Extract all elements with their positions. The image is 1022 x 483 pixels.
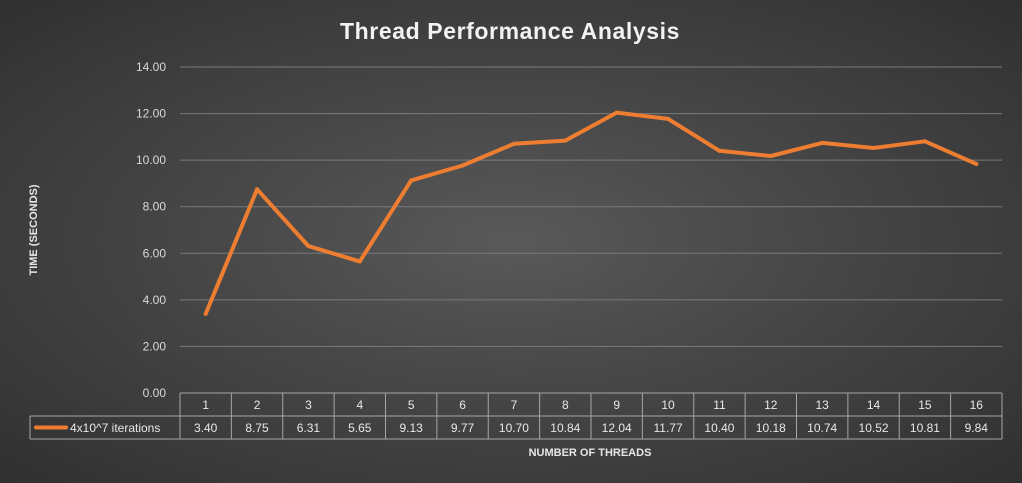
gridlines bbox=[180, 66, 1002, 347]
data-label: 10.18 bbox=[756, 421, 786, 435]
series-lines bbox=[203, 110, 979, 316]
x-category-label: 6 bbox=[459, 398, 466, 412]
data-point bbox=[409, 178, 414, 183]
data-point bbox=[820, 140, 825, 145]
data-label: 10.81 bbox=[910, 421, 940, 435]
data-label: 10.70 bbox=[499, 421, 529, 435]
data-point bbox=[614, 110, 619, 115]
y-axis-title: TIME (SECONDS) bbox=[28, 184, 40, 275]
x-category-label: 8 bbox=[562, 398, 569, 412]
y-tick-label: 8.00 bbox=[143, 200, 167, 214]
data-label: 11.77 bbox=[653, 421, 682, 435]
x-category-label: 3 bbox=[305, 398, 312, 412]
chart-title: Thread Performance Analysis bbox=[340, 18, 680, 44]
data-point bbox=[922, 139, 927, 144]
x-category-label: 14 bbox=[867, 398, 881, 412]
y-tick-label: 2.00 bbox=[143, 339, 167, 353]
y-tick-label: 14.00 bbox=[136, 60, 166, 74]
series-line bbox=[203, 110, 979, 316]
data-point bbox=[768, 153, 773, 158]
y-tick-label: 6.00 bbox=[143, 246, 167, 260]
y-tick-label: 12.00 bbox=[136, 107, 166, 121]
x-category-label: 11 bbox=[713, 398, 726, 412]
data-point bbox=[511, 141, 516, 146]
legend-series-name: 4x10^7 iterations bbox=[70, 421, 160, 435]
data-label: 10.84 bbox=[550, 421, 580, 435]
data-label: 10.52 bbox=[859, 421, 889, 435]
data-label: 9.77 bbox=[451, 421, 475, 435]
y-tick-label: 10.00 bbox=[136, 153, 166, 167]
data-label: 9.13 bbox=[400, 421, 424, 435]
data-label: 8.75 bbox=[245, 421, 269, 435]
data-point bbox=[306, 244, 311, 249]
data-label: 9.84 bbox=[965, 421, 989, 435]
x-category-label: 4 bbox=[356, 398, 363, 412]
data-point bbox=[203, 311, 208, 316]
x-category-label: 2 bbox=[254, 398, 261, 412]
y-tick-label: 4.00 bbox=[143, 293, 167, 307]
x-category-label: 10 bbox=[661, 398, 675, 412]
x-category-label: 5 bbox=[408, 398, 415, 412]
data-label: 6.31 bbox=[297, 421, 321, 435]
data-point bbox=[357, 259, 362, 264]
data-point bbox=[871, 146, 876, 151]
data-label: 3.40 bbox=[194, 421, 218, 435]
x-category-label: 12 bbox=[764, 398, 778, 412]
data-point bbox=[666, 116, 671, 121]
data-label: 12.04 bbox=[602, 421, 632, 435]
x-axis-title: NUMBER OF THREADS bbox=[529, 447, 652, 459]
x-category-label: 16 bbox=[970, 398, 984, 412]
x-category-label: 15 bbox=[918, 398, 932, 412]
data-point bbox=[717, 148, 722, 153]
y-tick-label: 0.00 bbox=[143, 386, 167, 400]
x-category-label: 13 bbox=[816, 398, 830, 412]
y-axis-ticks: 0.00 2.00 4.00 6.00 8.00 10.00 12.00 14.00 bbox=[136, 60, 166, 400]
data-label: 10.74 bbox=[807, 421, 837, 435]
data-point bbox=[974, 161, 979, 166]
x-category-label: 9 bbox=[613, 398, 620, 412]
data-point bbox=[563, 138, 568, 143]
x-category-label: 7 bbox=[511, 398, 518, 412]
x-category-label: 1 bbox=[202, 398, 209, 412]
data-label: 5.65 bbox=[348, 421, 372, 435]
data-point bbox=[460, 163, 465, 168]
data-label: 10.40 bbox=[704, 421, 734, 435]
data-point bbox=[255, 187, 260, 192]
